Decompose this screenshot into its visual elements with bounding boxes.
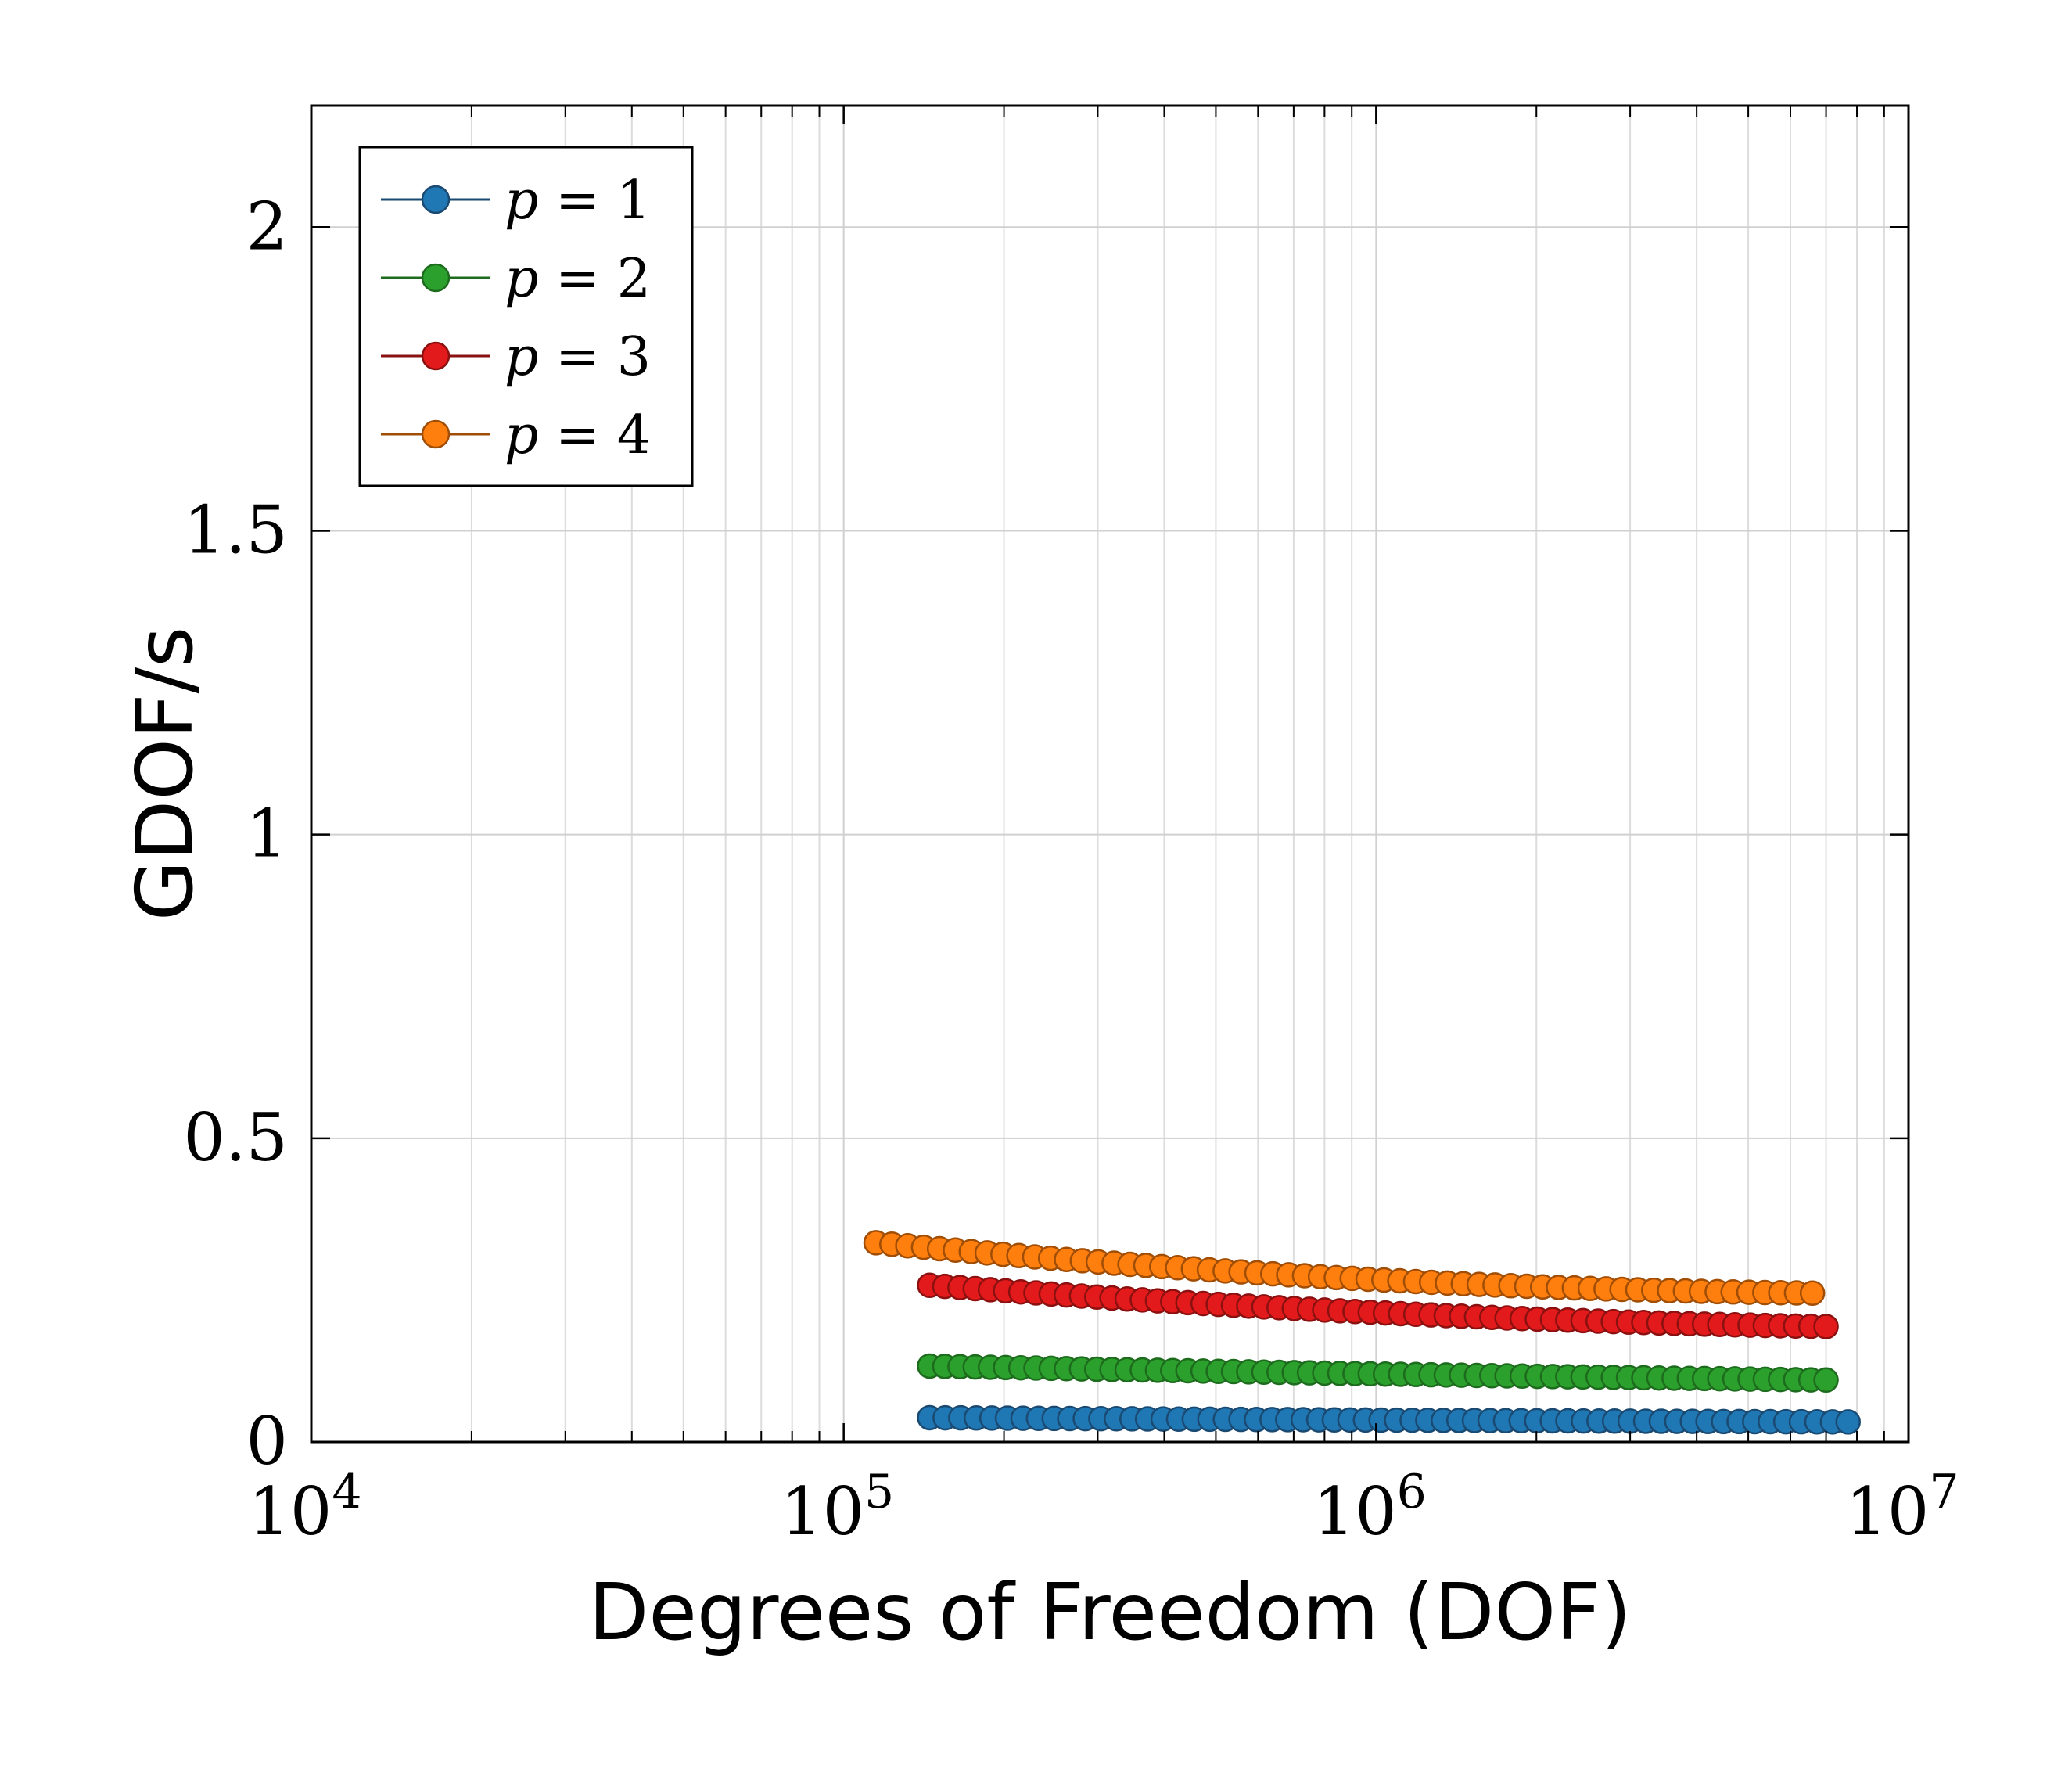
legend-label: p = 4 [505,404,651,466]
legend-box [358,146,694,487]
series-p2 [917,1353,1839,1393]
legend-marker [421,341,451,371]
series-p3 [917,1272,1839,1339]
legend-entry: p = 1 [381,170,651,232]
x-tick-label: 107 [1845,1465,1959,1550]
series-p1 [917,1404,1861,1435]
legend-marker [421,419,451,449]
x-axis-title: Degrees of Freedom (DOF) [588,1566,1631,1658]
y-tick-label: 0 [246,1403,288,1480]
ticks [310,106,1910,1444]
y-tick-label: 2 [246,188,288,264]
y-tick-label: 0.5 [183,1099,288,1176]
tick-labels: 104 105 106 107 0 0.5 1 1.5 2 [183,188,1959,1550]
series-p4 [863,1230,1826,1307]
data-point [1799,1280,1826,1307]
y-axis-title: GDOF/s [119,627,210,922]
data-point [1813,1314,1839,1339]
legend-entry: p = 2 [381,248,651,310]
legend: p = 1 p = 2 p = 3 p = 4 [358,146,694,487]
legend-entry: p = 3 [381,326,651,388]
y-tick-label: 1 [246,796,288,872]
data-point [1835,1409,1861,1435]
data-point [1813,1367,1839,1393]
legend-label: p = 2 [505,248,651,310]
x-tick-label: 105 [781,1465,894,1550]
legend-label: p = 3 [505,326,651,388]
legend-label: p = 1 [505,170,651,232]
legend-entry: p = 4 [381,404,651,466]
x-tick-label: 104 [248,1465,361,1550]
x-tick-label: 106 [1313,1465,1427,1550]
legend-marker [421,263,451,293]
y-tick-label: 1.5 [183,491,288,568]
plot-frame [310,104,1910,1444]
legend-marker [421,185,451,214]
series-layer [863,1230,1861,1435]
